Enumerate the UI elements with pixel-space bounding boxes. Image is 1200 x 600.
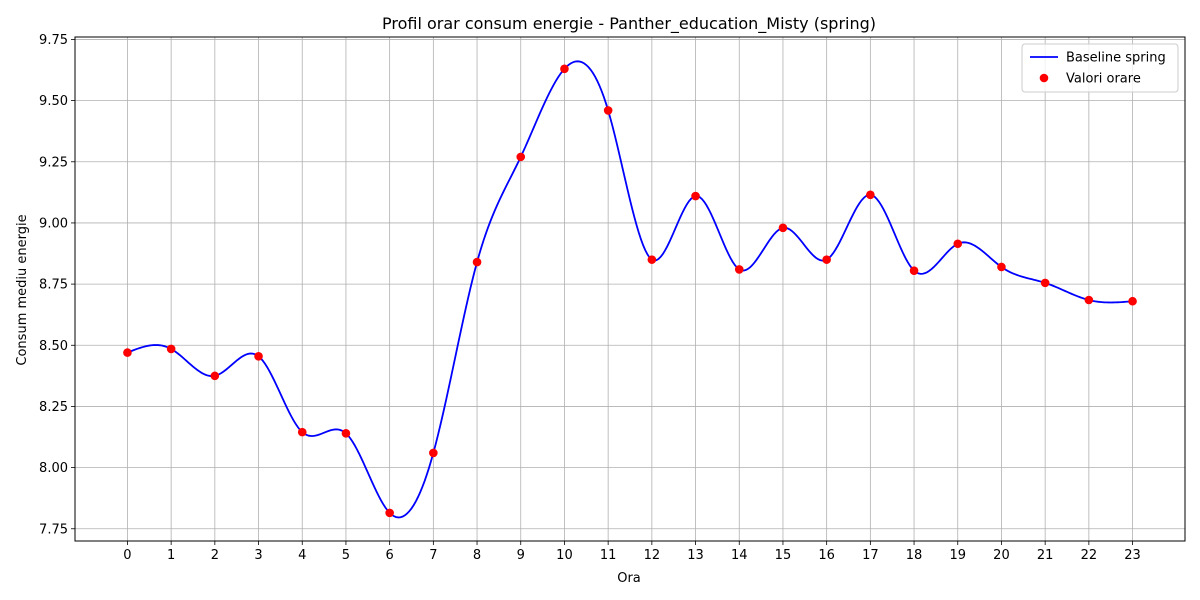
- data-point: [647, 255, 657, 264]
- x-tick-label: 4: [298, 548, 306, 563]
- x-tick-label: 23: [1124, 548, 1141, 563]
- data-point: [953, 239, 963, 249]
- data-point: [778, 223, 788, 233]
- x-tick-label: 14: [731, 548, 748, 563]
- x-tick-label: 3: [254, 548, 262, 563]
- x-tick-label: 2: [211, 548, 219, 563]
- y-tick-label: 8.00: [39, 461, 68, 476]
- legend: Baseline spring Valori orare: [1021, 43, 1179, 93]
- series-line-baseline: [127, 60, 1133, 519]
- plot-frame: [74, 36, 1186, 542]
- x-tick-label: 9: [517, 548, 525, 563]
- data-point: [297, 427, 307, 437]
- line-layer: [127, 60, 1133, 519]
- y-tick-label: 7.75: [39, 522, 68, 537]
- data-point: [560, 64, 569, 74]
- y-tick-label: 9.25: [39, 155, 68, 170]
- x-axis-label: Ora: [617, 571, 641, 586]
- x-tick-label: 17: [862, 548, 879, 563]
- legend-box: [1021, 43, 1179, 93]
- data-point: [341, 429, 351, 438]
- x-tick-label: 8: [473, 548, 481, 563]
- data-point: [123, 348, 132, 357]
- data-point: [1084, 295, 1094, 305]
- x-tick-label: 0: [123, 548, 131, 563]
- x-tick-label: 22: [1081, 548, 1098, 563]
- data-point: [385, 508, 394, 518]
- y-tick-label: 9.00: [39, 216, 68, 231]
- x-tick-label: 13: [687, 548, 704, 563]
- x-axis: 0 1 2 3 4 5 6 7 8 9 10 11 12 13 14 15 16 17 18 19 20 21 22 23: [123, 541, 1141, 563]
- x-tick-label: 11: [600, 548, 617, 563]
- legend-entry-label: Valori orare: [1066, 72, 1141, 87]
- x-tick-label: 7: [429, 548, 437, 563]
- data-point: [1128, 296, 1137, 306]
- x-tick-label: 12: [644, 548, 661, 563]
- x-tick-label: 15: [775, 548, 792, 563]
- chart-title: Profil orar consum energie - Panther_edu…: [382, 14, 876, 34]
- y-tick-label: 9.50: [39, 94, 68, 109]
- data-point: [166, 344, 176, 354]
- data-point: [734, 265, 744, 274]
- y-axis: 7.75 8.00 8.25 8.50 8.75 9.00 9.25 9.50 9.75: [39, 33, 75, 537]
- legend-entry-label: Baseline spring: [1066, 51, 1166, 66]
- x-tick-label: 5: [342, 548, 350, 563]
- y-tick-label: 9.75: [39, 33, 68, 48]
- x-tick-label: 20: [993, 548, 1010, 563]
- legend-point-swatch: [1039, 73, 1049, 83]
- x-tick-label: 10: [556, 548, 573, 563]
- point-layer: [123, 64, 1137, 518]
- data-point: [691, 191, 700, 201]
- grid: [75, 37, 1185, 541]
- data-point: [909, 266, 919, 275]
- y-tick-label: 8.75: [39, 278, 68, 293]
- y-tick-label: 8.50: [39, 339, 68, 354]
- x-tick-label: 1: [167, 548, 175, 563]
- data-point: [866, 190, 875, 200]
- data-point: [822, 255, 831, 264]
- data-point: [429, 448, 438, 458]
- x-tick-label: 16: [818, 548, 835, 563]
- y-axis-label: Consum mediu energie: [15, 214, 30, 365]
- data-point: [516, 152, 526, 162]
- data-point: [1040, 278, 1050, 288]
- data-point: [603, 106, 613, 115]
- y-tick-label: 8.25: [39, 400, 68, 415]
- data-point: [210, 371, 220, 381]
- x-tick-label: 19: [949, 548, 966, 563]
- data-point: [472, 257, 482, 267]
- data-point: [997, 262, 1006, 272]
- x-tick-label: 21: [1037, 548, 1054, 563]
- data-point: [254, 351, 263, 361]
- x-tick-label: 18: [906, 548, 923, 563]
- x-tick-label: 6: [386, 548, 394, 563]
